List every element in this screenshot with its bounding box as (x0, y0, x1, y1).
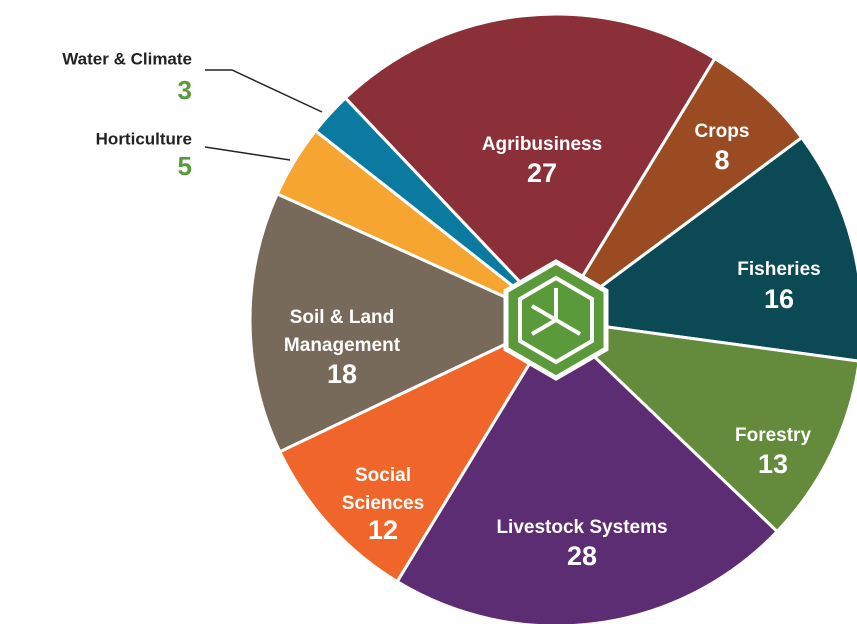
slice-label: Horticulture (96, 129, 192, 148)
slice-value: 5 (178, 151, 192, 181)
pie-slice (343, 12, 717, 323)
slice-value: 18 (327, 359, 357, 389)
slice-value: 8 (714, 145, 729, 175)
pie-slice (395, 317, 780, 624)
pie-slice (313, 95, 558, 322)
leader-line (204, 146, 291, 161)
pie-slice (552, 135, 857, 363)
pie-slice (551, 317, 857, 534)
slice-value: 3 (178, 75, 192, 105)
slice-value: 16 (764, 284, 794, 314)
slice-value: 27 (527, 158, 557, 188)
slices (248, 12, 857, 624)
pie-slice (248, 191, 560, 454)
labels: Agribusiness 27 Crops 8 Fisheries 16 Forestry 1… (62, 49, 820, 571)
slice-label: Forestry (735, 425, 811, 446)
slice-label: Fisheries (737, 259, 820, 280)
slice-label: Social Sciences (342, 465, 424, 514)
slice-value: 12 (368, 515, 398, 545)
slice-label: Crops (695, 121, 750, 142)
pie-slice (554, 56, 804, 322)
slice-label: Soil & Land Management (284, 307, 401, 356)
slice-value: 28 (567, 541, 597, 571)
slice-value: 13 (758, 449, 788, 479)
slice-label: Livestock Systems (496, 517, 667, 538)
leader-line (205, 69, 323, 113)
slice-label: Water & Climate (62, 49, 192, 68)
pie-slice (277, 316, 560, 584)
slice-label: Agribusiness (482, 134, 602, 155)
center-logo (503, 259, 609, 381)
